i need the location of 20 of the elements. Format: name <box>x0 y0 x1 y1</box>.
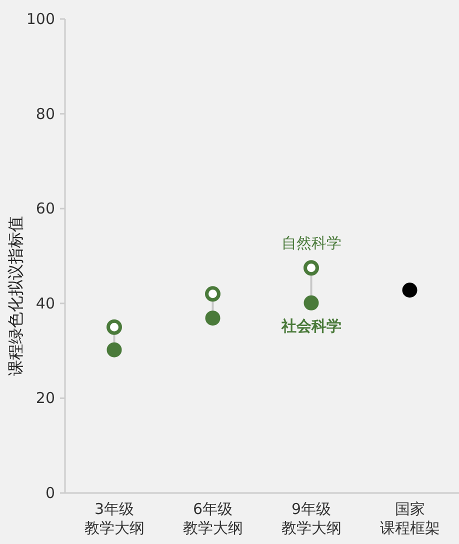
point <box>106 319 122 335</box>
x-tick-label: 3年级教学大纲 <box>84 500 144 537</box>
y-tick-label: 60 <box>36 200 55 218</box>
y-tick-label: 40 <box>36 294 55 312</box>
point <box>205 310 220 326</box>
y-tick-label: 0 <box>45 484 55 502</box>
point <box>304 260 319 276</box>
point <box>402 282 418 298</box>
y-axis-title: 课程绿色化拟议指标值 <box>6 216 25 376</box>
y-tick-label: 100 <box>26 10 55 28</box>
y-tick-label: 80 <box>36 104 55 123</box>
series-label: 社会科学 <box>280 316 342 335</box>
x-tick-label: 6年级教学大纲 <box>182 500 243 537</box>
x-tick-label: 9年级教学大纲 <box>281 500 342 537</box>
point <box>205 286 220 302</box>
x-tick-label: 国家课程框架 <box>380 500 440 537</box>
series-label: 自然科学 <box>281 234 342 252</box>
point <box>304 295 319 310</box>
point <box>106 342 122 358</box>
y-tick-label: 20 <box>36 389 55 408</box>
